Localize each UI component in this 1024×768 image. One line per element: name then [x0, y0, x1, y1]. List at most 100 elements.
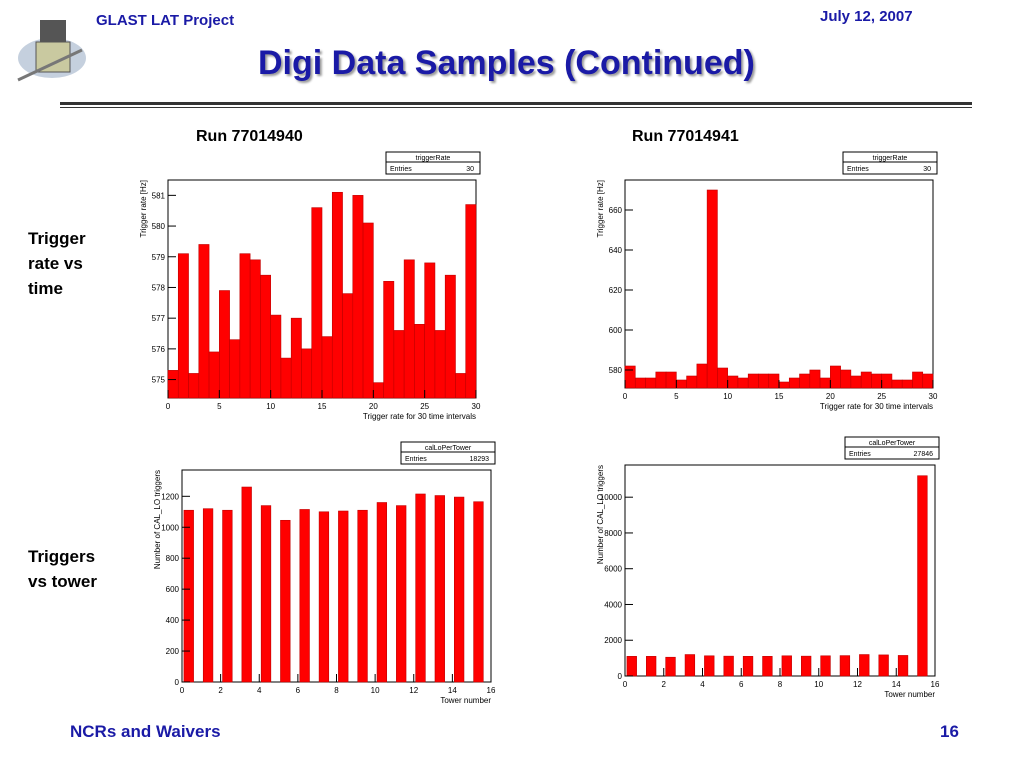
bar [239, 253, 251, 399]
stats-label: Entries [849, 451, 871, 458]
project: GLAST LAT Project [96, 12, 235, 29]
y-tick-label: 620 [609, 286, 623, 295]
bar [260, 274, 271, 399]
bar [177, 253, 189, 399]
y-tick-label: 0 [618, 672, 623, 681]
x-tick-label: 8 [334, 686, 339, 695]
bar [850, 375, 862, 389]
y-tick-label: 0 [175, 678, 180, 687]
bar [241, 486, 252, 683]
logo [17, 20, 86, 82]
x-tick-label: 10 [371, 686, 380, 695]
date: July 12, 2007 [820, 8, 913, 25]
x-tick-label: 15 [775, 392, 784, 401]
stats-value: 30 [923, 166, 931, 173]
bar [881, 373, 893, 389]
bar [723, 655, 734, 677]
x-tick-label: 5 [217, 402, 222, 411]
x-tick-label: 8 [778, 680, 783, 689]
bar [280, 357, 292, 399]
x-tick-label: 16 [487, 686, 496, 695]
bar [352, 195, 364, 399]
bar [758, 373, 770, 389]
bar [768, 373, 780, 389]
bar [878, 654, 889, 677]
bar [901, 379, 913, 389]
bar [859, 654, 870, 677]
bar [424, 262, 436, 399]
x-tick-label: 6 [296, 686, 301, 695]
x-axis-label: Tower number [884, 690, 935, 699]
bar [684, 654, 696, 677]
plot-frame [624, 179, 934, 389]
plot-frame [624, 464, 936, 677]
bar [737, 377, 749, 389]
x-tick-label: 0 [166, 402, 171, 411]
x-tick-label: 4 [257, 686, 262, 695]
bar [396, 505, 407, 683]
bar [219, 290, 230, 399]
bar [645, 377, 657, 389]
stats-box [842, 151, 938, 175]
bar [839, 655, 851, 677]
bar [249, 259, 261, 399]
bar [222, 509, 233, 683]
bar [717, 367, 728, 389]
y-tick-label: 575 [152, 376, 166, 385]
x-tick-label: 20 [826, 392, 835, 401]
x-tick-label: 15 [318, 402, 327, 411]
stats-title: triggerRate [873, 155, 908, 162]
bar [778, 381, 790, 389]
bar [917, 475, 928, 677]
x-tick-label: 0 [623, 680, 628, 689]
bar [208, 351, 220, 399]
bar [331, 191, 343, 399]
x-tick-label: 10 [266, 402, 275, 411]
bar [860, 371, 872, 389]
x-axis-label: Trigger rate for 30 time intervals [363, 412, 476, 421]
y-tick-label: 576 [152, 345, 166, 354]
x-tick-label: 4 [700, 680, 705, 689]
y-tick-label: 660 [609, 206, 623, 215]
bar [727, 375, 739, 389]
bar [362, 222, 374, 399]
bar [801, 655, 812, 677]
bar [321, 336, 333, 399]
x-tick-label: 2 [662, 680, 667, 689]
bar [665, 371, 677, 389]
y-tick-label: 577 [152, 314, 166, 323]
bar [747, 373, 759, 389]
x-tick-label: 5 [674, 392, 679, 401]
y-tick-label: 600 [166, 585, 180, 594]
bar [311, 207, 323, 399]
bar [444, 274, 456, 399]
bar [809, 369, 821, 389]
rule [60, 107, 972, 108]
bar [270, 314, 282, 399]
y-tick-label: 8000 [604, 529, 622, 538]
bar [897, 655, 909, 677]
bar [686, 375, 698, 389]
x-tick-label: 20 [369, 402, 378, 411]
bar [299, 509, 310, 683]
y-tick-label: 10000 [600, 493, 623, 502]
stats-title: calLoPerTower [869, 440, 916, 447]
y-tick-label: 4000 [604, 600, 622, 609]
bar [706, 189, 718, 389]
bar [198, 244, 210, 399]
y-tick-label: 400 [166, 616, 180, 625]
bar [414, 324, 425, 399]
bar [646, 656, 657, 677]
bar [393, 330, 405, 399]
bar [665, 656, 676, 677]
bar [704, 655, 715, 677]
bar [167, 370, 179, 399]
bar [260, 505, 272, 683]
bar [799, 373, 811, 389]
rule [60, 102, 972, 105]
bar [183, 509, 194, 683]
x-tick-label: 2 [218, 686, 223, 695]
stats-title: triggerRate [416, 155, 451, 162]
